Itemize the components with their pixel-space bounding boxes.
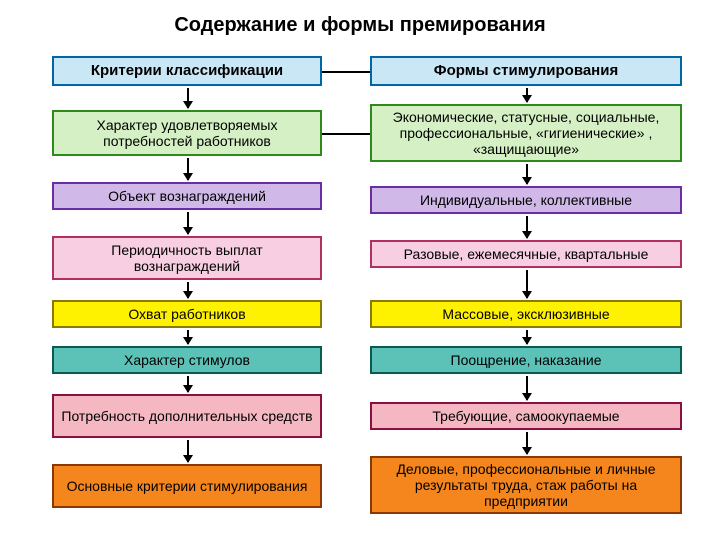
connector-line	[322, 71, 370, 73]
arrow-down-icon	[187, 376, 189, 392]
left-box-6: Основные критерии стимулирования	[52, 464, 322, 508]
arrow-down-icon	[526, 330, 528, 344]
arrow-down-icon	[526, 376, 528, 400]
right-box-3: Массовые, эксклюзивные	[370, 300, 682, 328]
left-box-3: Охват работников	[52, 300, 322, 328]
left-box-1: Объект вознаграждений	[52, 182, 322, 210]
left-header-box: Критерии классификации	[52, 56, 322, 86]
left-box-4: Характер стимулов	[52, 346, 322, 374]
right-header-box: Формы стимулирования	[370, 56, 682, 86]
arrow-down-icon	[526, 88, 528, 102]
left-box-2: Периодичность выплат вознаграждений	[52, 236, 322, 280]
left-box-5: Потребность дополнительных средств	[52, 394, 322, 438]
right-box-4: Поощрение, наказание	[370, 346, 682, 374]
arrow-down-icon	[526, 164, 528, 184]
arrow-down-icon	[187, 158, 189, 180]
connector-line	[322, 133, 370, 135]
arrow-down-icon	[187, 282, 189, 298]
arrow-down-icon	[187, 88, 189, 108]
diagram-title: Содержание и формы премирования	[0, 14, 720, 37]
arrow-down-icon	[526, 432, 528, 454]
left-box-0: Характер удовлетворяемых потребностей ра…	[52, 110, 322, 156]
arrow-down-icon	[187, 212, 189, 234]
right-box-2: Разовые, ежемесячные, квартальные	[370, 240, 682, 268]
right-box-6: Деловые, профессиональные и личные резул…	[370, 456, 682, 514]
arrow-down-icon	[187, 330, 189, 344]
right-box-0: Экономические, статусные, социальные, пр…	[370, 104, 682, 162]
right-box-1: Индивидуальные, коллективные	[370, 186, 682, 214]
arrow-down-icon	[526, 270, 528, 298]
arrow-down-icon	[526, 216, 528, 238]
arrow-down-icon	[187, 440, 189, 462]
right-box-5: Требующие, самоокупаемые	[370, 402, 682, 430]
